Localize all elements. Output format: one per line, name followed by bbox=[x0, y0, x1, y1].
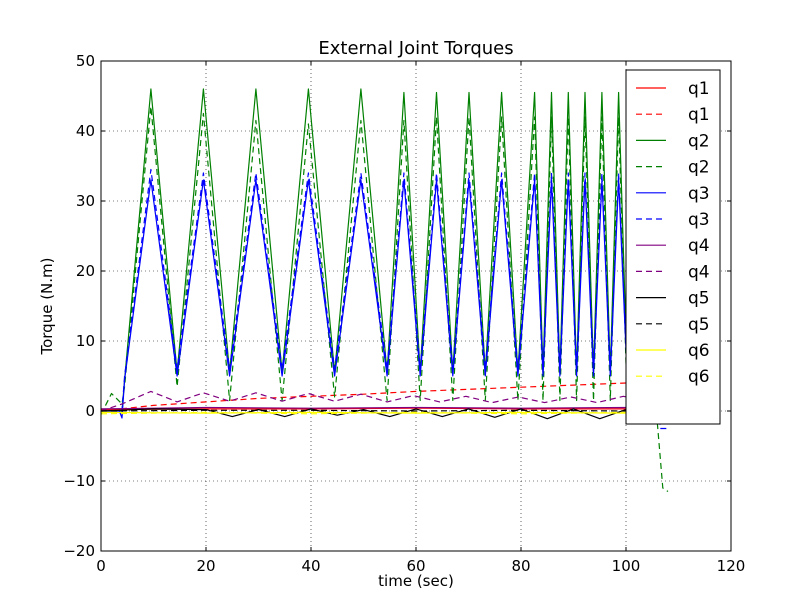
series-line-1 bbox=[101, 381, 669, 412]
y-tick-label: 0 bbox=[85, 402, 95, 420]
x-tick-label: 120 bbox=[717, 557, 746, 575]
ticks-layer: 0 20 40 60 80 100 120 −20 −10 0 10 20 30 40 50 bbox=[63, 52, 745, 575]
series-line-7 bbox=[101, 390, 669, 412]
legend-frame bbox=[625, 69, 721, 425]
chart-title: External Joint Torques bbox=[318, 38, 513, 59]
x-axis-label: time (sec) bbox=[378, 572, 454, 590]
x-tick-label: 0 bbox=[96, 557, 106, 575]
x-tick-label: 40 bbox=[301, 557, 320, 575]
legend-label: q6 bbox=[688, 341, 710, 361]
series-line-9 bbox=[101, 409, 668, 412]
legend-label: q3 bbox=[688, 210, 710, 230]
series-layer bbox=[101, 88, 669, 492]
y-tick-label: 50 bbox=[76, 52, 95, 70]
legend-label: q4 bbox=[688, 236, 710, 256]
y-tick-label: 20 bbox=[76, 262, 95, 280]
y-tick-label: 40 bbox=[76, 122, 95, 140]
legend-label: q2 bbox=[688, 158, 710, 178]
legend-label: q4 bbox=[688, 262, 710, 282]
series-line-11 bbox=[101, 411, 669, 415]
legend-label: q1 bbox=[688, 79, 710, 99]
y-tick-label: 30 bbox=[76, 192, 95, 210]
x-tick-label: 20 bbox=[196, 557, 215, 575]
legend: q1 q1 q2 q2 q3 q3 q4 q4 q5 q5 q6 q6 bbox=[625, 69, 721, 425]
y-tick-label: 10 bbox=[76, 332, 95, 350]
series-line-2 bbox=[101, 88, 653, 412]
y-tick-label: −20 bbox=[63, 542, 95, 560]
legend-label: q3 bbox=[688, 184, 710, 204]
x-tick-label: 100 bbox=[612, 557, 641, 575]
series-line-8 bbox=[101, 408, 669, 420]
y-axis-label: Torque (N.m) bbox=[38, 257, 56, 355]
legend-label: q1 bbox=[688, 105, 710, 125]
x-tick-label: 80 bbox=[511, 557, 530, 575]
y-tick-label: −10 bbox=[63, 472, 95, 490]
series-line-5 bbox=[101, 168, 668, 430]
x-tick-label: 60 bbox=[406, 557, 425, 575]
legend-label: q2 bbox=[688, 131, 710, 151]
legend-label: q5 bbox=[688, 289, 710, 309]
legend-label: q5 bbox=[688, 315, 710, 335]
legend-label: q6 bbox=[688, 367, 710, 387]
